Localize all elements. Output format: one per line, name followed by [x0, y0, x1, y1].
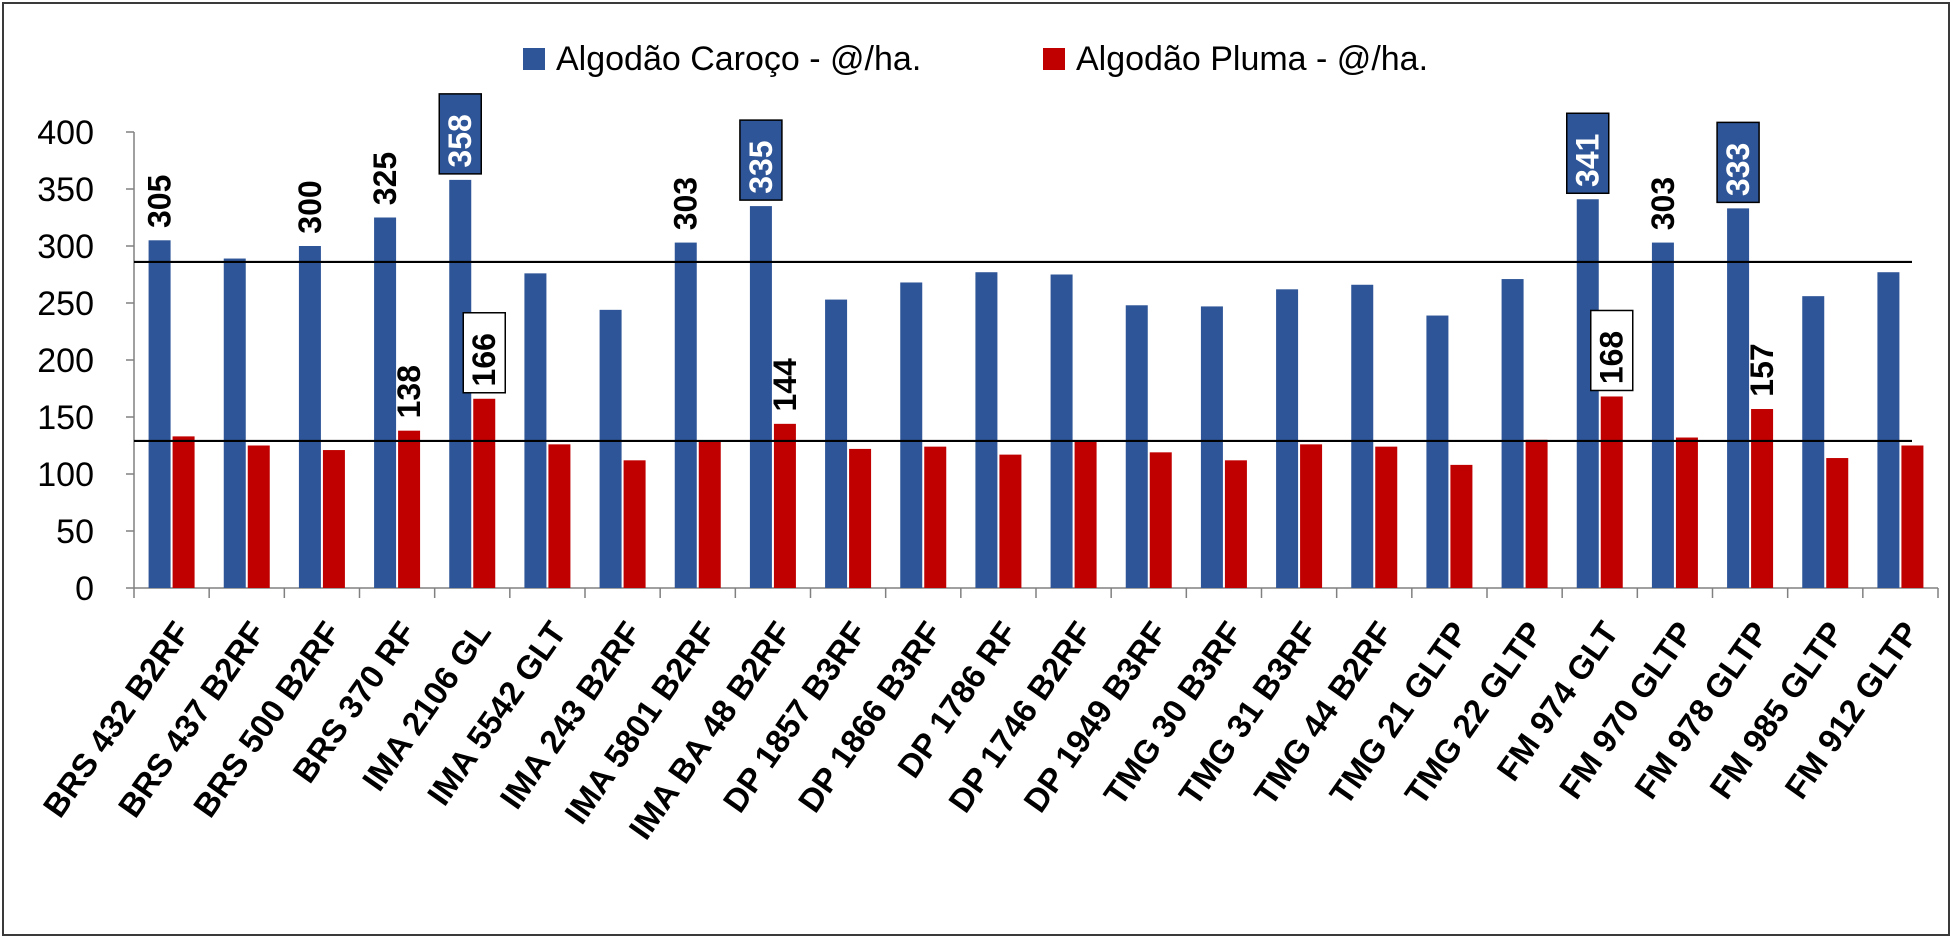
y-tick-label: 100	[37, 456, 94, 494]
legend: Algodão Caroço - @/ha. Algodão Pluma - @…	[523, 40, 1428, 78]
bar-caroco	[1501, 279, 1524, 588]
data-label: 305	[142, 175, 178, 228]
data-label: 168	[1594, 331, 1630, 384]
bar-caroco	[449, 179, 472, 588]
bar-caroco	[148, 240, 171, 589]
bar-pluma	[1901, 445, 1924, 588]
data-label: 144	[767, 358, 803, 412]
bar-caroco	[1651, 242, 1674, 588]
data-label: 157	[1744, 343, 1780, 396]
bar-pluma	[773, 423, 796, 588]
bar-pluma	[1375, 446, 1398, 588]
bar-pluma	[247, 445, 270, 588]
bar-caroco	[1802, 296, 1825, 588]
bar-pluma	[398, 430, 421, 588]
bar-pluma	[1224, 460, 1247, 588]
bar-caroco	[1276, 289, 1299, 588]
data-label: 325	[367, 152, 403, 205]
bar-pluma	[999, 454, 1022, 588]
legend-label-pluma: Algodão Pluma - @/ha.	[1076, 40, 1428, 78]
bar-pluma	[623, 460, 646, 588]
bar-caroco	[1351, 284, 1374, 588]
y-tick-label: 200	[37, 342, 94, 380]
data-label-box	[1590, 309, 1634, 392]
bar-pluma	[1600, 396, 1623, 588]
bar-pluma	[1675, 437, 1698, 588]
data-label-box	[462, 312, 506, 394]
bar-pluma	[1074, 440, 1097, 588]
bar-caroco	[524, 273, 547, 588]
data-label: 166	[466, 333, 502, 386]
bar-caroco	[374, 217, 397, 588]
data-label-box	[1566, 112, 1610, 195]
data-label: 138	[391, 365, 427, 418]
bar-caroco	[599, 309, 622, 588]
bar-pluma	[849, 448, 872, 588]
data-label-box	[739, 119, 783, 201]
bar-caroco	[1200, 306, 1223, 588]
bar-caroco	[298, 246, 321, 588]
data-label: 300	[292, 180, 328, 233]
bar-caroco	[975, 272, 998, 588]
bar-pluma	[322, 450, 345, 588]
y-tick-label: 300	[37, 228, 94, 266]
data-label-box	[438, 93, 482, 175]
bar-pluma	[1525, 439, 1548, 588]
bar-caroco	[1426, 315, 1449, 588]
bar-pluma	[698, 440, 721, 588]
bar-caroco	[1050, 274, 1073, 588]
bar-pluma	[1751, 409, 1774, 588]
y-tick-label: 150	[37, 399, 94, 437]
bar-pluma	[548, 444, 571, 588]
data-label: 358	[442, 114, 478, 167]
y-tick-label: 350	[37, 171, 94, 209]
bar-caroco	[825, 299, 848, 588]
y-tick-label: 250	[37, 285, 94, 323]
data-label: 335	[743, 140, 779, 193]
bar-caroco	[1576, 199, 1599, 588]
data-label: 303	[668, 177, 704, 230]
bar-caroco	[1877, 272, 1900, 588]
bar-pluma	[1149, 452, 1172, 588]
legend-swatch-pluma	[1043, 48, 1065, 70]
bar-caroco	[900, 282, 923, 588]
bar-caroco	[223, 258, 246, 588]
y-tick-label: 0	[75, 570, 94, 608]
bar-caroco	[1727, 208, 1750, 588]
bar-caroco	[674, 242, 697, 588]
bar-pluma	[1826, 458, 1849, 588]
bar-pluma	[924, 446, 947, 588]
bar-caroco	[1125, 305, 1148, 588]
bar-pluma	[1450, 464, 1473, 588]
y-tick-label: 50	[56, 513, 94, 551]
bar-pluma	[473, 398, 496, 588]
data-label-box	[1716, 121, 1760, 204]
legend-label-caroco: Algodão Caroço - @/ha.	[556, 40, 921, 78]
bar-pluma	[172, 436, 195, 588]
bar-pluma	[1300, 444, 1323, 588]
data-label: 303	[1645, 177, 1681, 230]
data-label: 333	[1720, 143, 1756, 196]
data-label: 341	[1570, 134, 1606, 187]
y-tick-label: 400	[37, 114, 94, 152]
legend-swatch-caroco	[523, 48, 545, 70]
bar-caroco	[749, 206, 772, 588]
